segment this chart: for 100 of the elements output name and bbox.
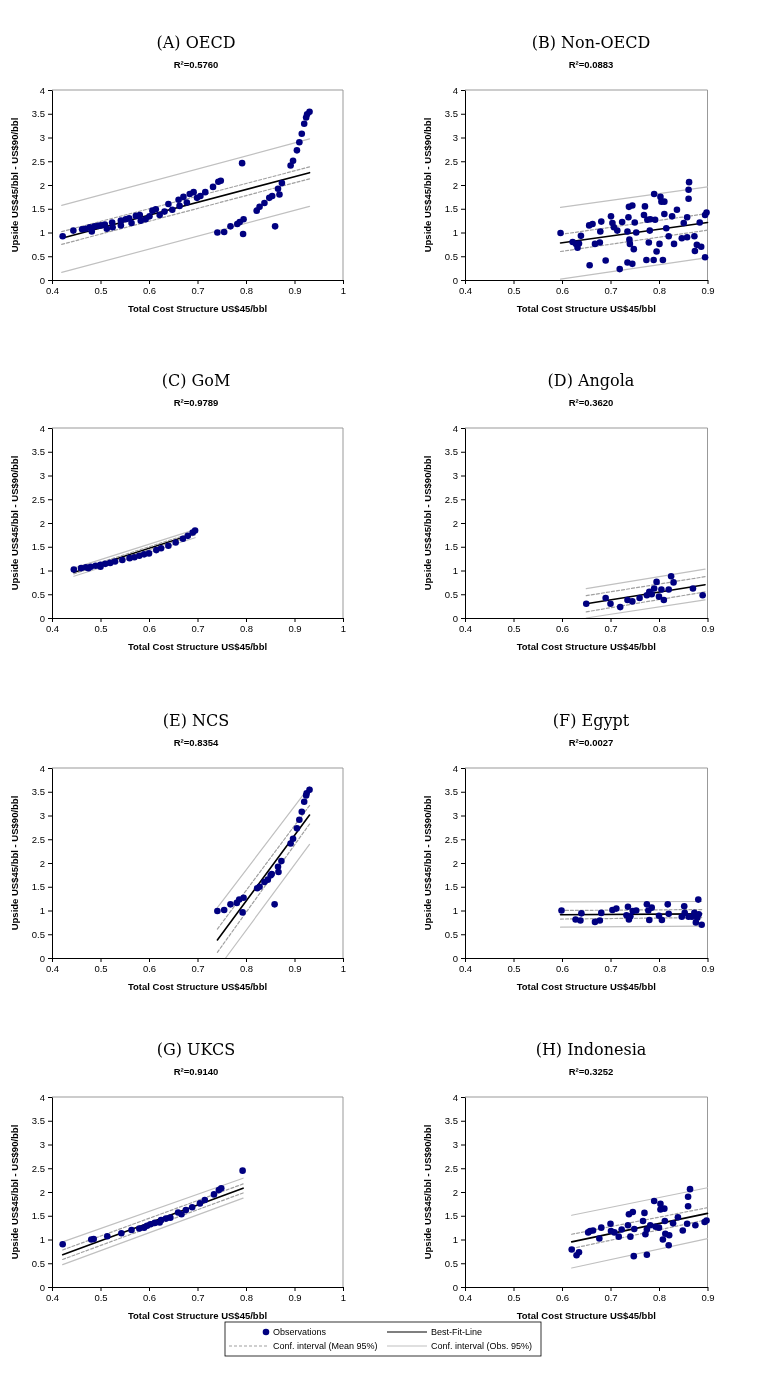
y-tick-label: 2.5	[444, 833, 458, 845]
y-tick-label: 1.5	[31, 1210, 45, 1222]
chart-subtitle: R²=0.3620	[568, 397, 614, 408]
x-tick-label: 0.4	[458, 962, 473, 974]
y-tick-label: 1	[452, 227, 458, 239]
x-tick-label: 0.8	[652, 1291, 667, 1303]
chart-title: (G) UKCS	[156, 1040, 236, 1059]
y-axis-title: Upside US$45/bbl - US$90/bbl	[422, 455, 433, 591]
y-tick-label: 3.5	[444, 446, 458, 458]
x-tick-label: 0.6	[142, 962, 157, 974]
y-tick-label: 1.5	[31, 203, 45, 215]
x-tick-label: 0.9	[701, 1291, 715, 1303]
y-axis-title: Upside US$45/bbl - US$90/bbl	[9, 455, 20, 591]
x-tick-label: 0.9	[288, 1291, 302, 1303]
chart-title: (F) Egypt	[552, 711, 630, 730]
x-tick-label: 0.7	[604, 1291, 618, 1303]
chart-title: (E) NCS	[162, 711, 230, 730]
x-tick-label: 0.5	[507, 622, 521, 634]
y-tick-label: 0	[39, 612, 45, 624]
y-tick-label: 0	[39, 952, 45, 964]
x-tick-label: 0.7	[604, 962, 618, 974]
x-tick-label: 0.4	[45, 622, 60, 634]
x-tick-label: 0.5	[94, 622, 108, 634]
x-tick-label: 0.8	[239, 1291, 254, 1303]
x-axis-title: Total Cost Structure US$45/bbl	[516, 1310, 656, 1321]
y-tick-label: 4	[452, 762, 458, 774]
y-tick-label: 0.5	[31, 928, 45, 940]
y-tick-label: 3	[452, 1139, 458, 1151]
y-tick-label: 2.5	[31, 1162, 45, 1174]
x-tick-label: 0.7	[191, 962, 205, 974]
x-tick-label: 0.4	[458, 622, 473, 634]
x-tick-label: 0.8	[239, 622, 254, 634]
y-tick-label: 2	[452, 1186, 458, 1198]
x-tick-label: 0.8	[652, 962, 667, 974]
y-tick-label: 0.5	[444, 928, 458, 940]
y-tick-label: 2.5	[444, 1162, 458, 1174]
chart-title: (D) Angola	[547, 371, 635, 390]
x-tick-label: 0.5	[94, 962, 108, 974]
x-tick-label: 0.8	[652, 284, 667, 296]
y-tick-label: 1.5	[31, 881, 45, 893]
x-tick-label: 0.5	[507, 962, 521, 974]
x-tick-label: 0.5	[94, 284, 108, 296]
x-tick-label: 0.7	[604, 622, 618, 634]
y-tick-label: 1.5	[444, 541, 458, 553]
x-tick-label: 1	[340, 962, 347, 974]
y-tick-label: 0	[452, 612, 458, 624]
y-tick-label: 3.5	[31, 108, 45, 120]
y-axis-title: Upside US$45/bbl - US$90/bbl	[422, 795, 433, 931]
x-tick-label: 0.5	[507, 1291, 521, 1303]
y-tick-label: 1	[452, 1234, 458, 1246]
y-tick-label: 0.5	[444, 1257, 458, 1269]
y-tick-label: 2	[452, 517, 458, 529]
legend-label: Conf. interval (Obs. 95%)	[431, 1341, 533, 1351]
y-axis-title: Upside US$45/bbl - US$90/bbl	[422, 1124, 433, 1260]
chart-title: (H) Indonesia	[535, 1040, 647, 1059]
y-tick-label: 2	[39, 1186, 45, 1198]
y-tick-label: 3	[39, 1139, 45, 1151]
x-tick-label: 0.9	[288, 284, 302, 296]
x-tick-label: 1	[340, 1291, 347, 1303]
x-axis-title: Total Cost Structure US$45/bbl	[516, 641, 656, 652]
y-axis-title: Upside US$45/bbl - US$90/bbl	[9, 795, 20, 931]
legend-label: Observations	[273, 1327, 327, 1337]
chart-subtitle: R²=0.3252	[568, 1066, 614, 1077]
y-tick-label: 0.5	[444, 250, 458, 262]
x-tick-label: 0.9	[701, 284, 715, 296]
y-tick-label: 3	[39, 810, 45, 822]
y-tick-label: 4	[39, 762, 45, 774]
legend-label: Conf. interval (Mean 95%)	[273, 1341, 378, 1351]
y-tick-label: 3	[39, 470, 45, 482]
x-tick-label: 0.9	[288, 622, 302, 634]
y-tick-label: 3	[39, 132, 45, 144]
y-tick-label: 3	[452, 132, 458, 144]
y-tick-label: 1	[39, 1234, 45, 1246]
y-tick-label: 1.5	[444, 1210, 458, 1222]
x-tick-label: 0.6	[142, 622, 157, 634]
y-tick-label: 2	[452, 179, 458, 191]
x-tick-label: 0.7	[604, 284, 618, 296]
chart-subtitle: R²=0.9140	[173, 1066, 219, 1077]
y-tick-label: 1	[39, 905, 45, 917]
y-tick-label: 3.5	[31, 446, 45, 458]
x-tick-label: 0.4	[45, 962, 60, 974]
y-tick-label: 4	[452, 422, 458, 434]
x-tick-label: 0.8	[652, 622, 667, 634]
x-tick-label: 0.6	[555, 284, 570, 296]
chart-title: (A) OECD	[156, 33, 236, 52]
y-axis-title: Upside US$45/bbl - US$90/bbl	[9, 117, 20, 253]
x-tick-label: 0.6	[555, 962, 570, 974]
x-tick-label: 0.6	[142, 1291, 157, 1303]
y-tick-label: 0	[452, 1281, 458, 1293]
y-tick-label: 2.5	[31, 833, 45, 845]
y-tick-label: 2.5	[444, 155, 458, 167]
y-tick-label: 3.5	[444, 108, 458, 120]
y-tick-label: 1.5	[31, 541, 45, 553]
chart-subtitle: R²=0.5760	[173, 59, 219, 70]
y-tick-label: 1	[39, 565, 45, 577]
x-tick-label: 0.4	[45, 1291, 60, 1303]
y-tick-label: 1.5	[444, 881, 458, 893]
y-tick-label: 3	[452, 810, 458, 822]
x-tick-label: 0.6	[555, 622, 570, 634]
legend-label: Best-Fit-Line	[431, 1327, 483, 1337]
